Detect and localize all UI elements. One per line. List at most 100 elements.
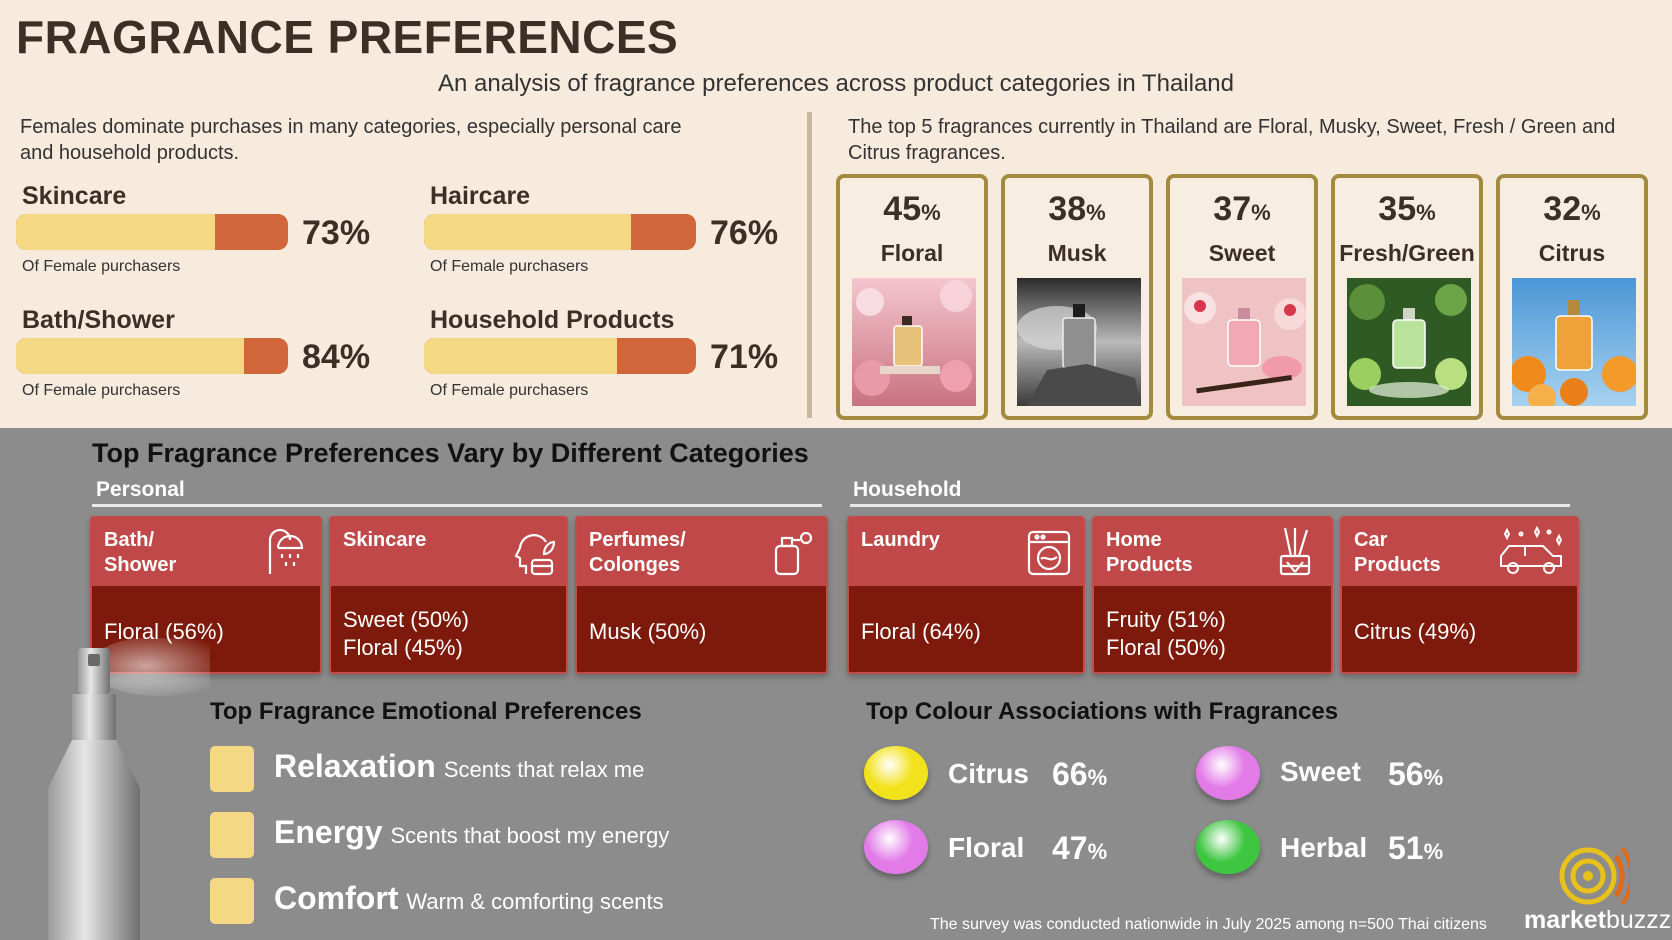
bar-value-label: 76% — [710, 214, 779, 252]
fragrance-card-sweet: 37% Sweet — [1166, 174, 1318, 420]
floral-perfume-image — [852, 278, 976, 406]
category-card-car-products: Car Products Citrus (49%) — [1340, 516, 1579, 674]
top-fragrances-intro: The top 5 fragrances currently in Thaila… — [848, 116, 1616, 164]
bar-fill — [424, 338, 618, 374]
bar-value-label: 73% — [302, 214, 371, 252]
fragrance-card-floral: 45% Floral — [836, 174, 988, 420]
spray-bottle-image — [20, 636, 230, 940]
bar-fill — [16, 214, 215, 250]
card-title: Home Products — [1106, 529, 1193, 576]
category-haircare: Haircare 76% Of Female purchasers — [424, 182, 794, 292]
card-body: Citrus (49%) — [1354, 619, 1477, 644]
fragrance-name: Fresh/Green — [1339, 240, 1475, 266]
household-group-label: Household — [853, 478, 962, 501]
category-bath-shower: Bath/Shower 84% Of Female purchasers — [16, 306, 386, 416]
bar-note: Of Female purchasers — [22, 382, 181, 399]
personal-group-line — [92, 504, 822, 507]
card-title: Laundry — [861, 529, 940, 551]
colour-section-title: Top Colour Associations with Fragrances — [866, 698, 1339, 725]
emotion-label: Relaxation Scents that relax me — [274, 748, 645, 784]
colour-fragrance-name: Herbal — [1280, 832, 1368, 863]
colour-fragrance-name: Sweet — [1280, 756, 1361, 787]
colour-item-herbal: Herbal 51% — [1196, 820, 1496, 880]
bar-track — [16, 214, 288, 250]
bar-track — [424, 214, 696, 250]
card-body: Fruity (51%) Floral (50%) — [1106, 607, 1226, 660]
page-subtitle: An analysis of fragrance preferences acr… — [438, 70, 1234, 97]
categories-section-title: Top Fragrance Preferences Vary by Differ… — [92, 438, 809, 468]
fragrance-name: Sweet — [1208, 240, 1276, 266]
fragrance-card-musk: 38% Musk — [1001, 174, 1153, 420]
perfume-bottle-icon — [766, 526, 816, 578]
colour-pct: 51% — [1388, 830, 1444, 866]
bar-fill — [424, 214, 631, 250]
card-body: Floral (64%) — [861, 619, 981, 644]
bar-note: Of Female purchasers — [430, 382, 589, 399]
colour-item-sweet: Sweet 56% — [1196, 746, 1496, 806]
emotional-section-title: Top Fragrance Emotional Preferences — [210, 698, 642, 725]
fragrance-pct: 38% — [1048, 190, 1106, 228]
category-name: Household Products — [430, 306, 675, 334]
card-title: Perfumes/ Colonges — [589, 529, 686, 576]
category-card-perfumes: Perfumes/ Colonges Musk (50%) — [575, 516, 828, 674]
marketbuzzz-logo-text: marketbuzzz — [1524, 906, 1672, 934]
colour-pct: 47% — [1052, 830, 1108, 866]
fragrance-card-fresh-green: 35% Fresh/Green — [1331, 174, 1483, 420]
category-household-products: Household Products 71% Of Female purchas… — [424, 306, 794, 416]
category-card-laundry: Laundry Floral (64%) — [847, 516, 1085, 674]
fragrance-name: Floral — [880, 240, 944, 266]
page-title: FRAGRANCE PREFERENCES — [16, 11, 679, 63]
colour-pct: 56% — [1388, 756, 1444, 792]
fragrance-pct: 35% — [1378, 190, 1436, 228]
emotion-bullet — [210, 746, 254, 792]
card-body: Sweet (50%) Floral (45%) — [343, 607, 469, 660]
bar-note: Of Female purchasers — [430, 258, 589, 275]
survey-footnote: The survey was conducted nationwide in J… — [930, 916, 1487, 933]
card-title: Car Products — [1354, 529, 1441, 576]
car-sparkle-icon — [1495, 525, 1569, 578]
reed-diffuser-icon — [1271, 526, 1321, 578]
personal-group-label: Personal — [96, 478, 185, 501]
colour-blob — [1196, 746, 1260, 800]
emotion-bullet — [210, 812, 254, 858]
colour-fragrance-name: Citrus — [948, 758, 1029, 789]
fragrance-pct: 37% — [1213, 190, 1271, 228]
bar-note: Of Female purchasers — [22, 258, 181, 275]
fresh-green-perfume-image — [1347, 278, 1471, 406]
musk-perfume-image — [1017, 278, 1141, 406]
fragrance-name: Citrus — [1538, 240, 1606, 266]
bar-value-label: 84% — [302, 338, 371, 376]
bar-track — [424, 338, 696, 374]
face-care-icon — [506, 526, 556, 578]
colour-item-floral: Floral 47% — [864, 820, 1164, 880]
bar-value-label: 71% — [710, 338, 779, 376]
category-name: Bath/Shower — [22, 306, 175, 334]
card-title: Skincare — [343, 529, 427, 551]
emotion-label: Energy Scents that boost my energy — [274, 814, 670, 850]
card-body: Musk (50%) — [589, 619, 707, 644]
category-card-skincare: Skincare Sweet (50%) Floral (45%) — [329, 516, 568, 674]
colour-blob — [1196, 820, 1260, 874]
bar-track — [16, 338, 288, 374]
female-purchase-intro: Females dominate purchases in many categ… — [20, 116, 682, 164]
household-group-line — [850, 504, 1570, 507]
colour-item-citrus: Citrus 66% — [864, 746, 1164, 806]
vertical-divider — [807, 112, 812, 418]
card-title: Bath/ Shower — [104, 529, 177, 576]
card-header — [331, 518, 566, 586]
shower-icon — [260, 526, 310, 578]
sweet-perfume-image — [1182, 278, 1306, 406]
colour-fragrance-name: Floral — [948, 832, 1025, 863]
top-section: FRAGRANCE PREFERENCES An analysis of fra… — [0, 0, 1672, 428]
fragrance-card-citrus: 32% Citrus — [1496, 174, 1648, 420]
marketbuzzz-logo-icon — [1556, 838, 1634, 910]
emotion-bullet — [210, 878, 254, 924]
colour-blob — [864, 746, 928, 800]
fragrance-pct: 45% — [883, 190, 941, 228]
category-name: Skincare — [22, 182, 127, 210]
emotion-label: Comfort Warm & comforting scents — [274, 880, 664, 916]
fragrance-name: Musk — [1047, 240, 1107, 266]
colour-blob — [864, 820, 928, 874]
bottom-section: Top Fragrance Preferences Vary by Differ… — [0, 428, 1672, 940]
citrus-perfume-image — [1512, 278, 1636, 406]
